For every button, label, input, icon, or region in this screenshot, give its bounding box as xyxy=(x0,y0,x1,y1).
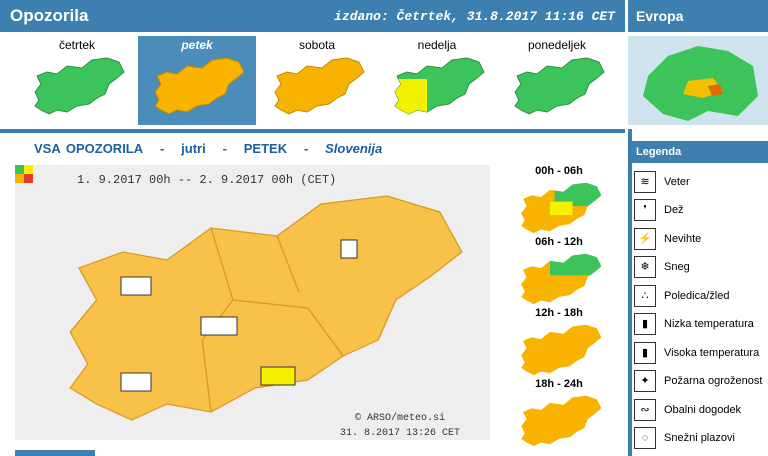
title-part: PETEK xyxy=(243,141,288,156)
legend-item[interactable]: ∾ Obalni dogodek xyxy=(634,396,741,423)
header-bar: Opozorila izdano: Četrtek, 31.8.2017 11:… xyxy=(0,0,625,32)
legend-label: Sneg xyxy=(664,261,690,273)
legend-item[interactable]: ✦ Požarna ogroženost xyxy=(634,368,762,395)
day-label: nedelja xyxy=(417,38,457,52)
europe-map-graphic xyxy=(643,46,758,121)
day-tab[interactable]: petek xyxy=(138,36,256,125)
title-part: - xyxy=(303,141,309,156)
legend-label: Poledica/žled xyxy=(664,289,730,302)
slot-map xyxy=(521,324,602,376)
legend-item[interactable]: ◌ Snežni plazovi xyxy=(634,425,735,452)
legend-bar: Legenda xyxy=(632,141,768,163)
legend-item[interactable]: ⚡ Nevihte xyxy=(634,225,701,252)
main-map-graphic: 1. 9.2017 00h -- 2. 9.2017 00h (CET) © A… xyxy=(15,165,490,439)
slot-label: 00h - 06h xyxy=(535,165,583,177)
legend-item[interactable]: ▮ Visoka temperatura xyxy=(634,339,759,366)
europe-title: Evropa xyxy=(636,8,684,24)
day-map xyxy=(34,57,125,115)
day-map xyxy=(154,57,245,115)
separator-vertical xyxy=(628,129,632,456)
issued: izdano: Četrtek, 31.8.2017 11:16 CET xyxy=(334,9,615,24)
legend-label: Požarna ogroženost xyxy=(664,375,763,387)
legend-label: Nizka temperatura xyxy=(664,318,754,330)
title-part: Slovenija xyxy=(325,141,383,156)
time-slot[interactable]: 06h - 12h xyxy=(500,236,618,306)
slot-label: 06h - 12h xyxy=(535,236,583,248)
legend-icon: ≋ xyxy=(634,170,656,193)
legend-item[interactable]: ≋ Veter xyxy=(634,168,690,195)
day-label: ponedeljek xyxy=(527,38,587,52)
time-slot[interactable]: 18h - 24h xyxy=(500,378,618,448)
legend-icon: ❜ xyxy=(634,199,656,221)
day-label: petek xyxy=(181,38,213,52)
europe-bar: Evropa xyxy=(628,0,768,32)
legend-title: Legenda xyxy=(636,146,682,158)
legend-label: Nevihte xyxy=(664,232,702,245)
day-map xyxy=(274,57,365,115)
swatch xyxy=(15,174,24,183)
slot-map xyxy=(521,182,602,234)
legend-icon: ❄ xyxy=(634,256,656,278)
slot-map xyxy=(521,395,602,447)
legend-icon: ◌ xyxy=(634,427,656,449)
legend-icon: ▮ xyxy=(634,341,656,364)
title-part: - xyxy=(159,141,165,156)
credit: © ARSO/meteo.si xyxy=(355,412,445,424)
header-title: Opozorila xyxy=(10,6,89,25)
legend-item[interactable]: ∴ Poledica/žled xyxy=(634,282,729,309)
legend-label: Veter xyxy=(664,175,690,188)
day-tab[interactable]: četrtek xyxy=(18,36,136,125)
slovenia xyxy=(70,196,462,420)
day-map xyxy=(514,57,605,115)
slot-label: 12h - 18h xyxy=(535,307,583,319)
time-slot[interactable]: 00h - 06h xyxy=(500,165,618,235)
legend-item[interactable]: ❜ Dež xyxy=(634,197,684,224)
title-part: VSA OPOZORILA xyxy=(34,141,144,156)
day-tab[interactable]: nedelja xyxy=(378,36,496,125)
day-tab[interactable]: sobota xyxy=(258,36,376,125)
warning-icons xyxy=(120,239,358,392)
legend-icon: ⚡ xyxy=(634,227,656,250)
legend-icon: ✦ xyxy=(634,370,656,392)
legend-icon: ∴ xyxy=(634,284,656,307)
legend-item[interactable]: ▮ Nizka temperatura xyxy=(634,311,754,338)
main-title: VSA OPOZORILA - jutri - PETEK - Slovenij… xyxy=(34,141,382,156)
legend-icon: ∾ xyxy=(634,398,656,421)
legend-label: Visoka temperatura xyxy=(664,346,760,359)
legend-label: Snežni plazovi xyxy=(664,432,735,444)
swatch xyxy=(15,165,24,174)
footer-strip xyxy=(15,450,95,456)
title-part: - xyxy=(222,141,227,156)
credit-date: 31. 8.2017 13:26 CET xyxy=(340,428,460,439)
swatch xyxy=(24,174,33,183)
slot-label: 18h - 24h xyxy=(535,378,583,390)
day-map xyxy=(394,57,485,115)
day-tab[interactable]: ponedeljek xyxy=(498,36,616,125)
legend-icon: ▮ xyxy=(634,313,656,335)
slot-map xyxy=(521,253,602,305)
europe-map[interactable] xyxy=(628,36,768,125)
separator xyxy=(0,129,625,133)
day-label: četrtek xyxy=(58,38,95,52)
period: 1. 9.2017 00h -- 2. 9.2017 00h (CET) xyxy=(77,173,336,187)
legend-label: Dež xyxy=(664,204,684,216)
day-label: sobota xyxy=(298,38,336,52)
time-slot[interactable]: 12h - 18h xyxy=(500,307,618,377)
main-map: 1. 9.2017 00h -- 2. 9.2017 00h (CET) © A… xyxy=(15,165,490,440)
legend-item[interactable]: ❄ Sneg xyxy=(634,254,690,281)
legend-label: Obalni dogodek xyxy=(664,403,742,416)
title-part: jutri xyxy=(181,141,206,156)
swatch xyxy=(24,165,33,174)
